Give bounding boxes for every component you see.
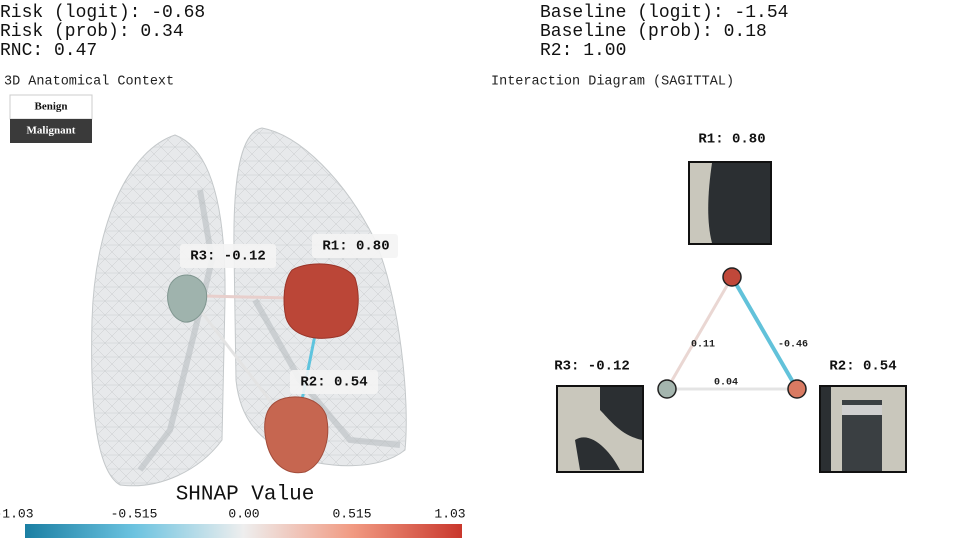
stat: RNC: 0.47 xyxy=(0,41,97,61)
lungs xyxy=(91,127,407,487)
node xyxy=(722,267,742,287)
edge-label: -0.46 xyxy=(778,340,808,351)
stat: Risk (prob): 0.34 xyxy=(0,22,184,42)
link xyxy=(198,309,287,421)
colorbar-tick: 0.00 xyxy=(228,506,259,521)
patch-r2 xyxy=(819,385,907,473)
node xyxy=(657,379,677,399)
label-box xyxy=(180,244,276,268)
region-label: R3: -0.12 xyxy=(190,249,266,265)
label-box xyxy=(290,370,378,394)
patch-r1 xyxy=(688,161,772,245)
edge-label: 0.11 xyxy=(691,340,715,351)
legend-malignant[interactable] xyxy=(10,119,92,143)
lung-mesh xyxy=(91,135,226,486)
edge xyxy=(730,275,799,391)
stat: Risk (logit): -0.68 xyxy=(0,3,205,23)
legend-label: Benign xyxy=(34,101,67,113)
region-label: R2: 0.54 xyxy=(300,375,367,391)
colorbar xyxy=(25,524,462,538)
panel-title: 3D Anatomical Context xyxy=(4,75,174,90)
link xyxy=(204,294,289,300)
region-label: R1: 0.80 xyxy=(322,239,389,255)
stat: Baseline (logit): -1.54 xyxy=(540,3,788,23)
colorbar-title: SHNAP Value xyxy=(176,484,315,507)
legend-label: Malignant xyxy=(27,125,76,137)
edge-label: 0.04 xyxy=(714,378,738,389)
nodule-r1 xyxy=(283,263,359,339)
node xyxy=(787,379,807,399)
stat: Baseline (prob): 0.18 xyxy=(540,22,767,42)
stat: R2: 1.00 xyxy=(540,41,626,61)
node-label: R1: 0.80 xyxy=(698,132,765,148)
colorbar-tick: -1.03 xyxy=(0,506,34,521)
colorbar-tick: -0.515 xyxy=(111,506,158,521)
node-label: R2: 0.54 xyxy=(829,359,896,375)
fissure xyxy=(252,298,401,448)
nodule-r2 xyxy=(264,396,329,474)
colorbar-tick: 1.03 xyxy=(434,506,465,521)
nodule-r3 xyxy=(167,274,208,323)
panel-title: Interaction Diagram (SAGITTAL) xyxy=(491,75,734,90)
label-box xyxy=(312,234,398,258)
node-label: R3: -0.12 xyxy=(554,359,630,375)
colorbar-tick: 0.515 xyxy=(332,506,371,521)
patch-r3 xyxy=(556,385,644,473)
fissure xyxy=(137,189,216,472)
edge xyxy=(665,276,734,390)
